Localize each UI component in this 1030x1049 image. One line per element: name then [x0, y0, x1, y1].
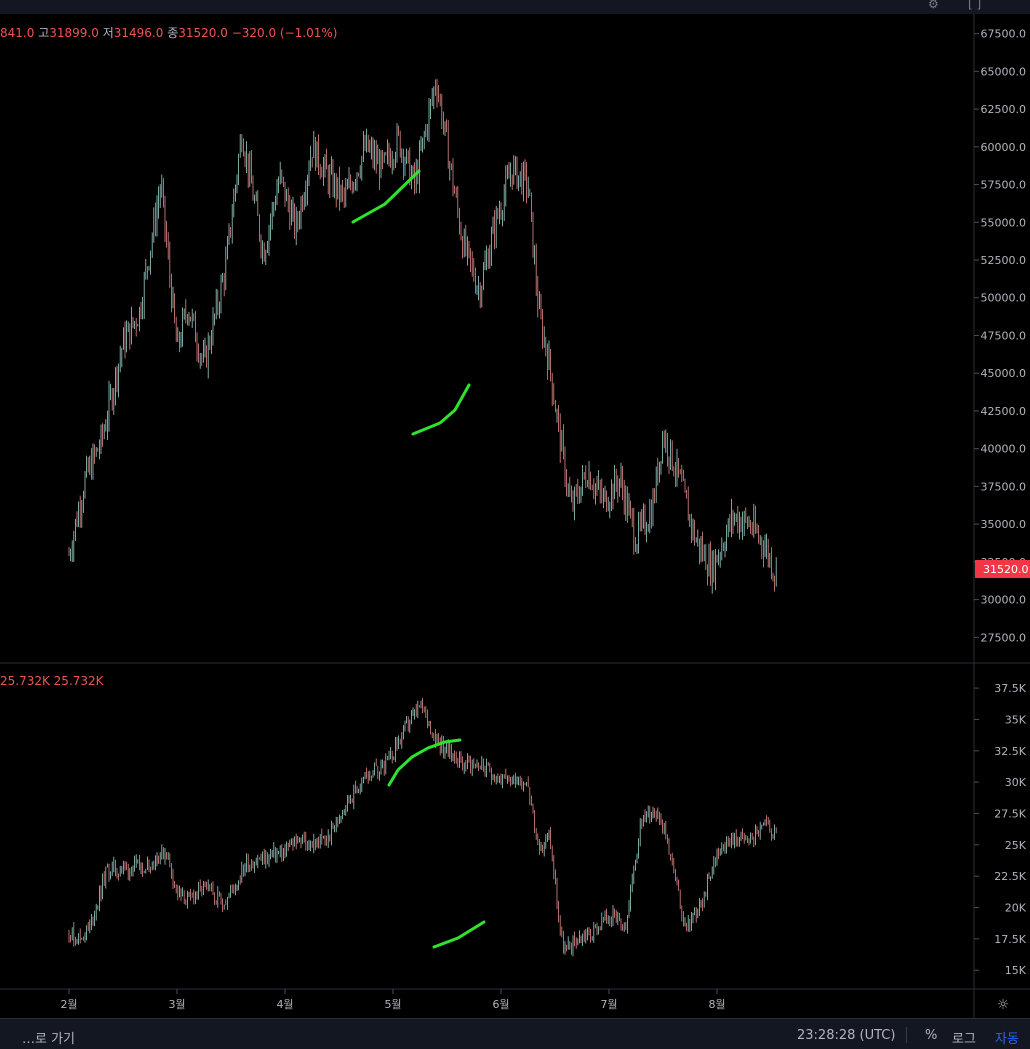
y-tick-label: 60000.0 — [981, 141, 1027, 154]
y-tick-label: 52500.0 — [981, 254, 1027, 267]
y-tick-label: 57500.0 — [981, 179, 1027, 192]
high-label: 고 — [38, 26, 50, 40]
indicator-legend: 25.732K 25.732K — [0, 674, 104, 688]
fullscreen-icon[interactable]: [ ] — [968, 0, 982, 11]
high-value: 31899.0 — [49, 26, 99, 40]
top-toolbar: ⚙ [ ] — [0, 0, 1030, 14]
price-series — [68, 78, 777, 594]
percent-button[interactable]: % — [925, 1028, 938, 1043]
y-tick-label: 30K — [1005, 776, 1027, 789]
x-tick-label: 4월 — [276, 998, 293, 1011]
trend-annotation — [411, 383, 471, 436]
y-tick-label: 35K — [1005, 713, 1027, 726]
time-axis: 2월 3월 4월 5월 6월 7월 8월 — [60, 989, 726, 1011]
gear-icon[interactable]: ⚙ — [928, 0, 939, 11]
auto-button[interactable]: 자동 — [995, 1032, 1019, 1047]
y-tick-label: 65000.0 — [981, 65, 1027, 78]
y-tick-label: 37.5K — [994, 682, 1026, 695]
bottom-toolbar: …로 가기 23:28:28 (UTC) % 로그 자동 — [0, 1018, 1030, 1049]
log-button[interactable]: 로그 — [952, 1032, 976, 1047]
chart-area[interactable]: 27500.030000.032500.035000.037500.040000… — [0, 14, 1030, 1018]
low-label: 저 — [102, 26, 114, 40]
change-value: −320.0 (−1.01%) — [231, 26, 338, 40]
trend-annotation — [351, 169, 421, 224]
y-tick-label: 22.5K — [994, 870, 1026, 883]
ohlc-legend: 841.0 고31899.0 저31496.0 종31520.0 −320.0 … — [0, 24, 337, 41]
y-tick-label: 55000.0 — [981, 216, 1027, 229]
separator — [906, 1027, 907, 1043]
low-value: 31496.0 — [113, 26, 164, 40]
x-tick-label: 6월 — [492, 998, 509, 1011]
y-tick-label: 50000.0 — [981, 292, 1027, 305]
y-tick-label: 27500.0 — [981, 631, 1027, 644]
trend-annotation — [387, 738, 462, 787]
indicator-axis: 15K 17.5K 20K 22.5K 25K 27.5K 30K 32.5K 35K 37.5K — [974, 682, 1027, 977]
y-tick-label: 40000.0 — [981, 443, 1027, 456]
y-tick-label: 32.5K — [994, 745, 1026, 758]
x-tick-label: 5월 — [384, 998, 401, 1011]
x-tick-label: 8월 — [708, 998, 725, 1011]
y-tick-label: 67500.0 — [981, 28, 1027, 41]
indicator-series — [68, 697, 777, 957]
price-badge: 31520.0 — [983, 563, 1029, 576]
settings-icon[interactable]: ☼ — [997, 997, 1010, 1013]
y-tick-label: 45000.0 — [981, 367, 1027, 380]
price-axis: 27500.030000.032500.035000.037500.040000… — [974, 28, 1027, 644]
y-tick-label: 20K — [1005, 902, 1027, 915]
y-tick-label: 62500.0 — [981, 103, 1027, 116]
y-tick-label: 15K — [1005, 964, 1027, 977]
open-value: 841.0 — [0, 26, 35, 40]
y-tick-label: 47500.0 — [981, 329, 1027, 342]
y-tick-label: 25K — [1005, 839, 1027, 852]
x-tick-label: 3월 — [168, 998, 185, 1011]
price-badge-bg — [975, 560, 1030, 578]
y-tick-label: 17.5K — [994, 933, 1026, 946]
y-tick-label: 35000.0 — [981, 518, 1027, 531]
goto-button[interactable]: …로 가기 — [22, 1032, 76, 1047]
y-tick-label: 37500.0 — [981, 480, 1027, 493]
x-tick-label: 2월 — [60, 998, 77, 1011]
x-tick-label: 7월 — [600, 998, 617, 1011]
trend-annotation — [432, 920, 486, 949]
y-tick-label: 30000.0 — [981, 594, 1027, 607]
y-tick-label: 27.5K — [994, 807, 1026, 820]
close-value: 31520.0 — [178, 26, 228, 40]
trend-annotations — [351, 169, 486, 949]
y-tick-label: 42500.0 — [981, 405, 1027, 418]
close-label: 종 — [167, 26, 179, 40]
clock-time[interactable]: 23:28:28 (UTC) — [797, 1028, 896, 1043]
